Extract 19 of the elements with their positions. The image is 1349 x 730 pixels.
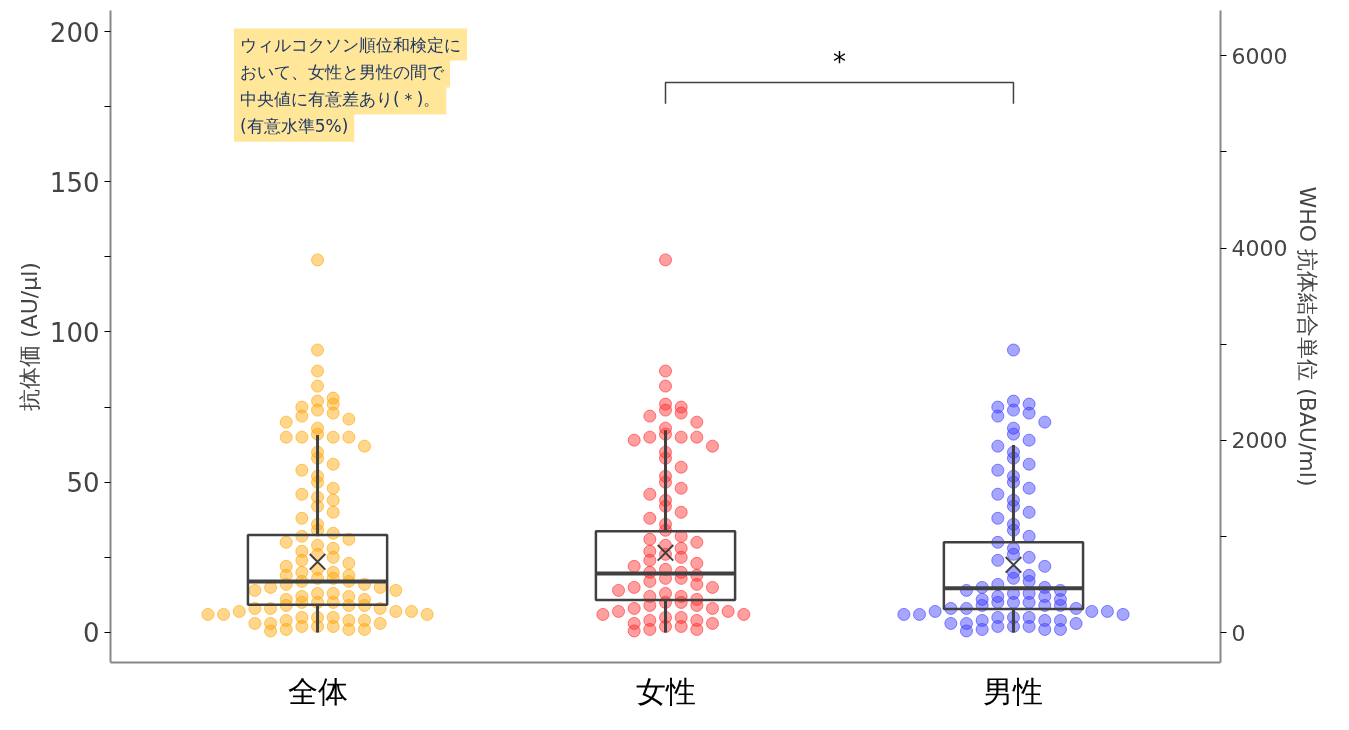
y2-tick-label: 6000 <box>1231 43 1288 69</box>
y-tick-label: 50 <box>66 468 100 499</box>
y-tick-label: 200 <box>49 17 100 48</box>
y-tick-label: 0 <box>82 618 100 649</box>
y-tick-label: 100 <box>49 317 100 348</box>
y-tick-label: 150 <box>49 167 100 198</box>
x-tick-label: 男性 <box>983 673 1044 709</box>
annotation: ウィルコクソン順位和検定に <box>240 34 462 55</box>
annotation: 中央値に有意差あり(＊)。 <box>240 88 441 109</box>
y2-tick-label: 4000 <box>1231 236 1288 262</box>
annotation: おいて、女性と男性の間で <box>240 61 446 82</box>
annotation: (有意水準5%) <box>240 115 349 136</box>
y-axis-title: 抗体価 (AU/μl) <box>16 262 42 411</box>
annotation: * <box>832 46 846 77</box>
y2-axis-title: WHO 抗体結合単位 (BAU/ml) <box>1295 186 1321 487</box>
x-tick-label: 女性 <box>635 673 696 709</box>
y2-tick-label: 2000 <box>1231 428 1288 454</box>
y2-tick-label: 0 <box>1231 620 1246 646</box>
x-tick-label: 全体 <box>287 673 348 709</box>
